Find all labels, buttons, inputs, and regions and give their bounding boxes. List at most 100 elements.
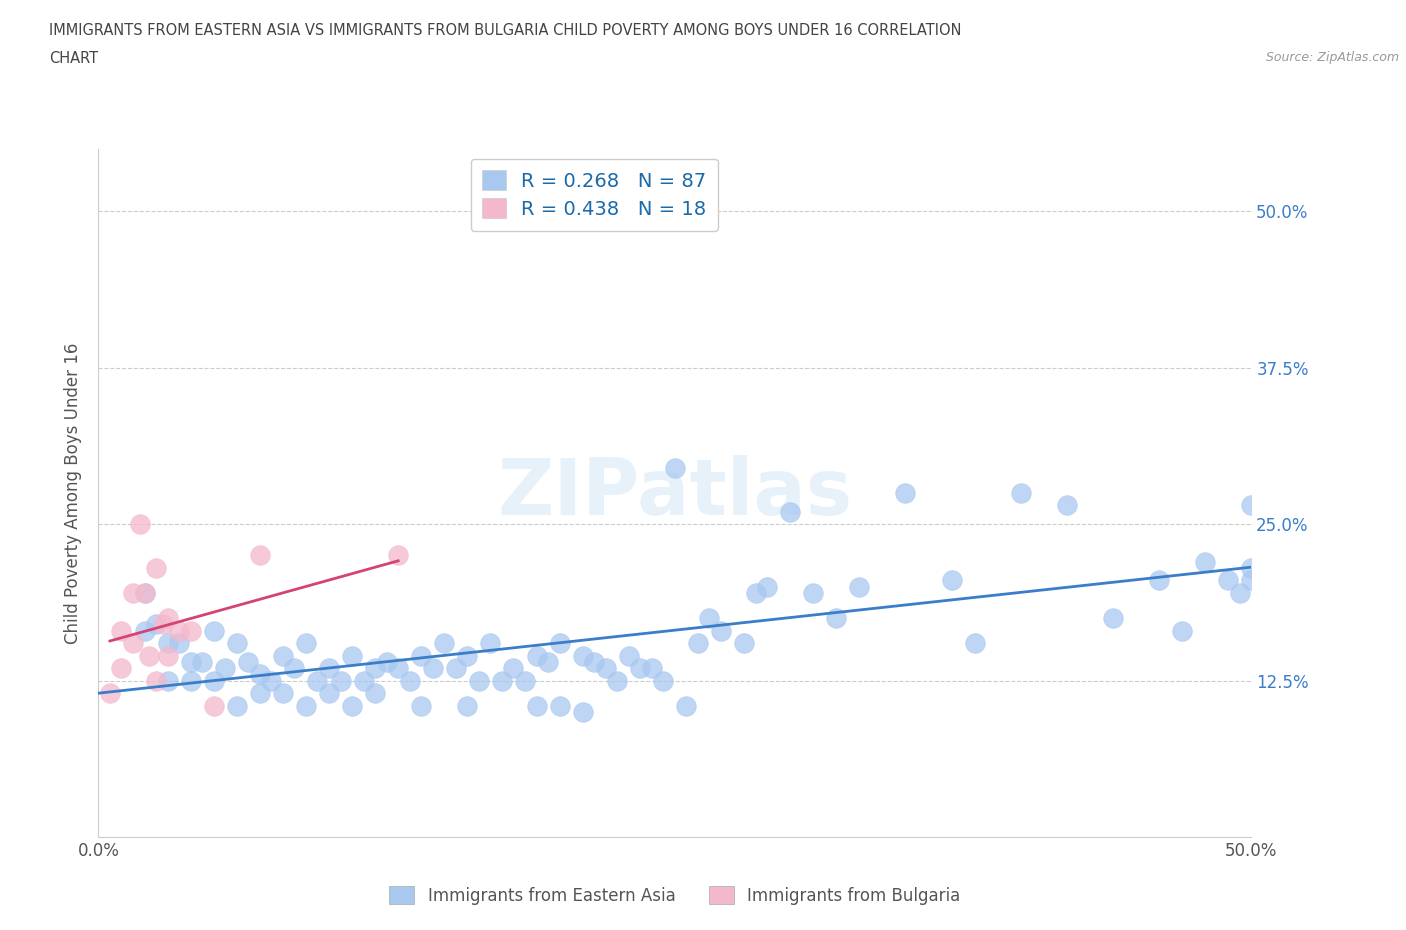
Point <box>699 611 721 626</box>
Point <box>664 460 686 475</box>
Point <box>779 504 801 519</box>
Point <box>422 660 444 675</box>
Point <box>628 660 651 675</box>
Point <box>202 623 225 638</box>
Point <box>191 655 214 670</box>
Point <box>1229 586 1251 601</box>
Point <box>260 673 283 688</box>
Point <box>364 660 387 675</box>
Legend: Immigrants from Eastern Asia, Immigrants from Bulgaria: Immigrants from Eastern Asia, Immigrants… <box>382 880 967 911</box>
Point <box>180 623 202 638</box>
Point <box>225 698 247 713</box>
Point <box>398 673 420 688</box>
Point <box>134 623 156 638</box>
Point <box>526 648 548 663</box>
Point <box>456 648 478 663</box>
Point <box>387 548 409 563</box>
Point <box>1102 611 1125 626</box>
Point <box>202 673 225 688</box>
Point <box>329 673 352 688</box>
Point <box>571 704 593 719</box>
Point <box>1171 623 1194 638</box>
Point <box>353 673 375 688</box>
Point <box>411 698 433 713</box>
Point <box>1147 573 1170 588</box>
Point <box>214 660 236 675</box>
Point <box>941 573 963 588</box>
Point <box>156 673 179 688</box>
Point <box>606 673 628 688</box>
Point <box>801 586 824 601</box>
Point <box>375 655 398 670</box>
Point <box>156 611 179 626</box>
Point <box>456 698 478 713</box>
Point <box>249 685 271 700</box>
Point <box>641 660 664 675</box>
Text: ZIPatlas: ZIPatlas <box>498 455 852 531</box>
Point <box>537 655 560 670</box>
Point <box>152 617 174 631</box>
Point <box>825 611 848 626</box>
Point <box>571 648 593 663</box>
Point <box>134 586 156 601</box>
Point <box>180 655 202 670</box>
Point <box>238 655 260 670</box>
Point <box>318 685 340 700</box>
Point <box>595 660 617 675</box>
Point <box>479 635 502 650</box>
Point <box>180 673 202 688</box>
Point <box>526 698 548 713</box>
Point <box>134 586 156 601</box>
Point <box>145 617 167 631</box>
Point <box>249 667 271 682</box>
Point <box>1056 498 1078 512</box>
Point <box>145 673 167 688</box>
Point <box>686 635 709 650</box>
Point <box>548 698 571 713</box>
Point <box>318 660 340 675</box>
Point <box>110 623 132 638</box>
Point <box>122 635 145 650</box>
Point <box>444 660 467 675</box>
Point <box>1240 498 1263 512</box>
Point <box>963 635 986 650</box>
Point <box>1240 573 1263 588</box>
Point <box>675 698 697 713</box>
Point <box>583 655 606 670</box>
Point <box>110 660 132 675</box>
Point <box>744 586 766 601</box>
Point <box>202 698 225 713</box>
Text: Source: ZipAtlas.com: Source: ZipAtlas.com <box>1265 51 1399 64</box>
Point <box>295 635 318 650</box>
Point <box>710 623 733 638</box>
Point <box>98 685 121 700</box>
Point <box>156 648 179 663</box>
Point <box>411 648 433 663</box>
Point <box>848 579 870 594</box>
Point <box>756 579 779 594</box>
Point <box>548 635 571 650</box>
Point <box>340 698 363 713</box>
Point <box>167 635 190 650</box>
Point <box>1218 573 1240 588</box>
Point <box>502 660 524 675</box>
Point <box>129 517 152 532</box>
Point <box>364 685 387 700</box>
Point <box>249 548 271 563</box>
Point <box>167 623 190 638</box>
Point <box>283 660 305 675</box>
Point <box>138 648 160 663</box>
Point <box>733 635 755 650</box>
Point <box>1194 554 1216 569</box>
Point <box>468 673 491 688</box>
Point <box>225 635 247 650</box>
Point <box>652 673 675 688</box>
Text: IMMIGRANTS FROM EASTERN ASIA VS IMMIGRANTS FROM BULGARIA CHILD POVERTY AMONG BOY: IMMIGRANTS FROM EASTERN ASIA VS IMMIGRAN… <box>49 23 962 38</box>
Point <box>271 648 294 663</box>
Point <box>894 485 917 500</box>
Point <box>433 635 456 650</box>
Text: CHART: CHART <box>49 51 98 66</box>
Point <box>617 648 640 663</box>
Y-axis label: Child Poverty Among Boys Under 16: Child Poverty Among Boys Under 16 <box>65 342 83 644</box>
Point <box>145 561 167 576</box>
